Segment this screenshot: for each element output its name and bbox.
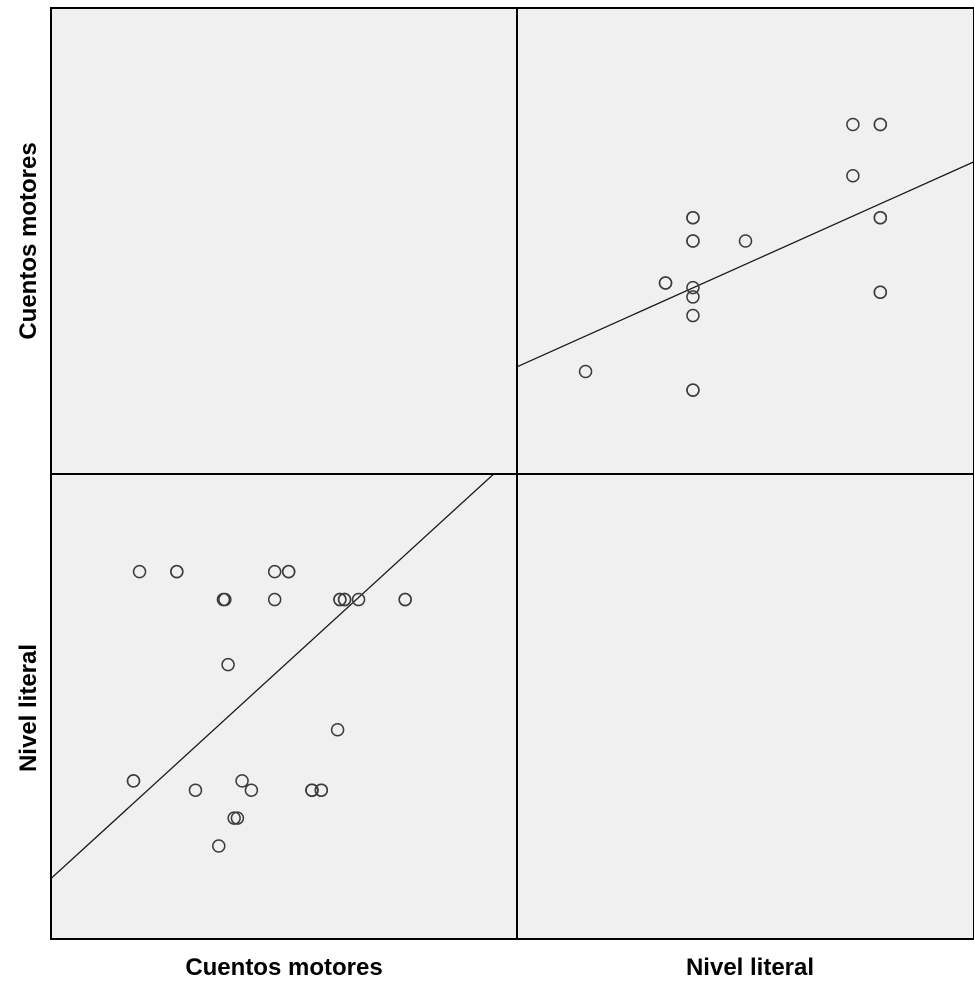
data-point xyxy=(212,839,226,853)
panels-layer xyxy=(51,8,974,939)
data-point xyxy=(738,234,753,248)
data-point xyxy=(686,290,700,304)
data-point xyxy=(337,592,352,607)
data-point xyxy=(686,234,700,248)
panel-background xyxy=(517,8,974,474)
data-point xyxy=(227,811,241,825)
scatter-panel xyxy=(517,117,974,397)
x-axis-label-col2: Nivel literal xyxy=(686,954,814,981)
data-point xyxy=(267,564,282,579)
panel-background xyxy=(51,8,517,474)
data-point xyxy=(330,723,345,737)
data-point xyxy=(686,280,700,295)
frame-layer xyxy=(50,7,974,940)
data-point xyxy=(267,592,282,607)
data-point xyxy=(244,783,259,797)
data-point xyxy=(578,364,593,379)
panel-background xyxy=(517,474,974,939)
panel-background xyxy=(51,474,517,939)
data-point xyxy=(333,592,347,607)
data-point xyxy=(170,564,184,579)
y-axis-label-row2: Nivel literal xyxy=(15,644,42,772)
data-point xyxy=(351,592,366,607)
data-point xyxy=(281,564,296,579)
data-point xyxy=(230,811,245,825)
data-point xyxy=(846,117,860,132)
fit-line xyxy=(517,161,974,368)
data-point xyxy=(686,210,700,225)
data-point xyxy=(235,774,249,788)
data-point xyxy=(218,592,232,607)
scatter-panel xyxy=(51,474,495,880)
fit-line xyxy=(51,474,495,880)
data-point xyxy=(873,117,888,132)
data-point xyxy=(686,308,700,323)
data-point xyxy=(686,383,700,397)
data-point xyxy=(188,783,203,797)
data-point xyxy=(398,592,412,607)
data-point xyxy=(305,783,319,797)
y-axis-label-row1: Cuentos motores xyxy=(15,142,42,339)
data-point xyxy=(314,783,329,797)
data-point xyxy=(221,657,235,672)
x-axis-label-col1: Cuentos motores xyxy=(185,954,382,981)
data-point xyxy=(846,169,860,183)
data-point xyxy=(873,285,888,300)
data-point xyxy=(873,210,888,225)
data-point xyxy=(132,564,147,579)
data-point xyxy=(658,276,673,290)
data-point xyxy=(126,774,141,788)
